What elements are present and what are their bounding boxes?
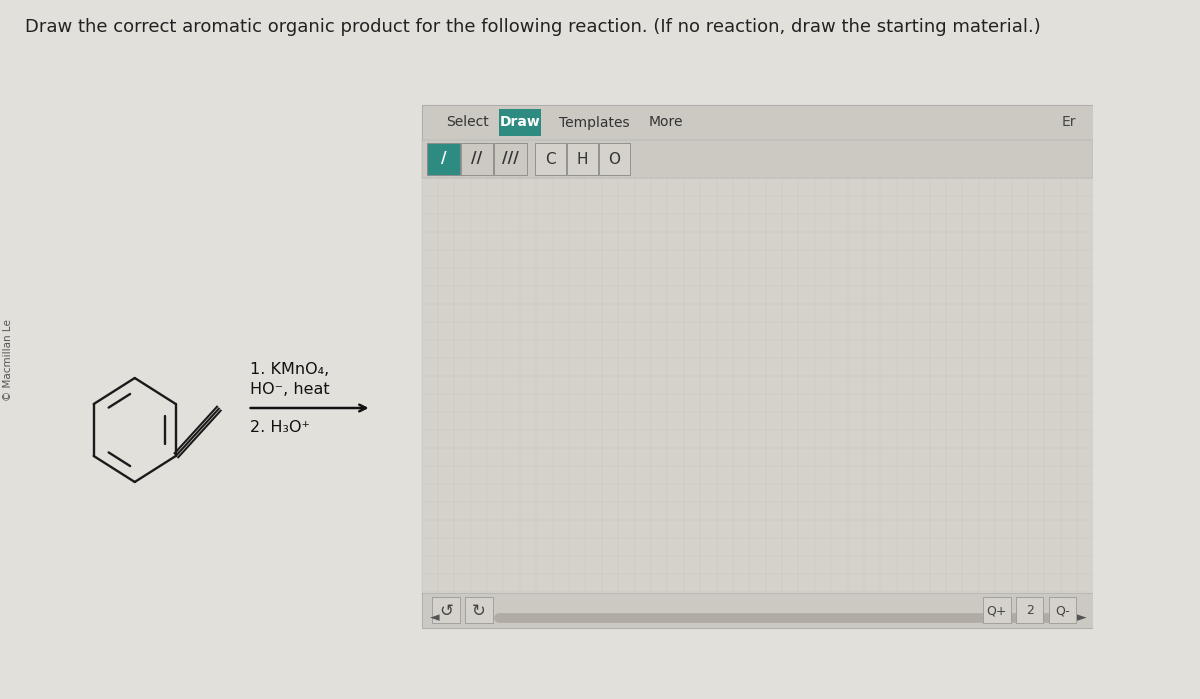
Text: 1. KMnO₄,: 1. KMnO₄,	[251, 363, 330, 377]
Bar	[421, 140, 1092, 178]
Text: Q-: Q-	[1055, 605, 1070, 617]
Bar	[421, 105, 1092, 628]
Bar	[1016, 597, 1043, 623]
Text: HO⁻, heat: HO⁻, heat	[251, 382, 330, 398]
Text: 2. H₃O⁺: 2. H₃O⁺	[251, 419, 311, 435]
Bar	[466, 597, 492, 623]
Text: Draw the correct aromatic organic product for the following reaction. (If no rea: Draw the correct aromatic organic produc…	[25, 18, 1042, 36]
Text: More: More	[648, 115, 683, 129]
Text: O: O	[608, 152, 620, 166]
Bar	[427, 143, 460, 175]
Bar	[983, 597, 1010, 623]
Text: H: H	[577, 152, 588, 166]
Text: 2: 2	[1026, 605, 1033, 617]
Text: ↻: ↻	[472, 602, 486, 620]
Text: ►: ►	[1076, 612, 1086, 624]
Bar	[499, 109, 541, 136]
Text: © Macmillan Le: © Macmillan Le	[4, 319, 13, 401]
Bar	[432, 597, 460, 623]
Bar	[599, 143, 630, 175]
Bar	[1049, 597, 1076, 623]
Bar	[421, 105, 1092, 140]
Text: Templates: Templates	[559, 115, 630, 129]
Text: /: /	[440, 152, 446, 166]
Text: ◄: ◄	[431, 612, 440, 624]
Text: Select: Select	[445, 115, 488, 129]
Text: //: //	[472, 152, 482, 166]
Text: C: C	[546, 152, 556, 166]
Text: Er: Er	[1062, 115, 1076, 129]
Bar	[461, 143, 493, 175]
Text: Q+: Q+	[986, 605, 1007, 617]
Text: ///: ///	[503, 152, 520, 166]
Text: ↺: ↺	[439, 602, 454, 620]
Text: Draw: Draw	[499, 115, 540, 129]
Bar	[494, 143, 527, 175]
Bar	[568, 143, 598, 175]
Bar	[421, 593, 1092, 628]
Bar	[535, 143, 566, 175]
Bar	[421, 178, 1092, 593]
